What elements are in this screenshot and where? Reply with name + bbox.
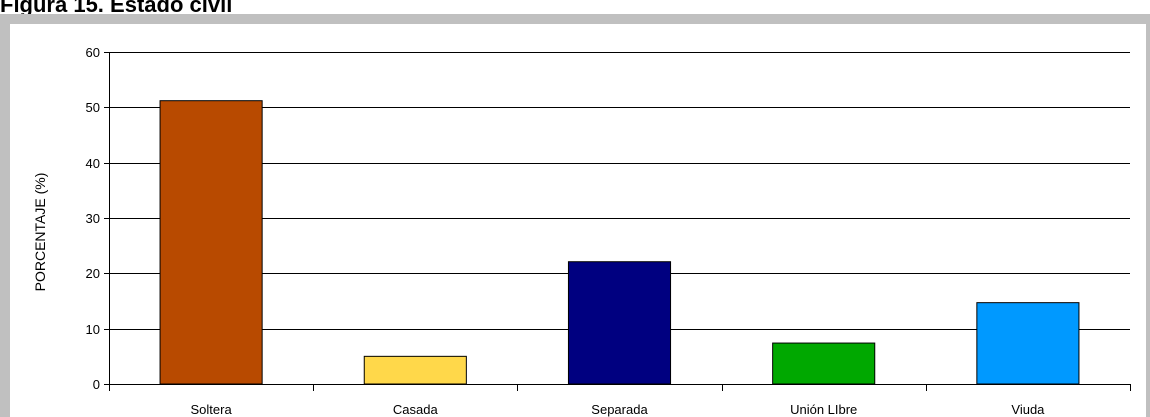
chart-frame: 0 10 20 30 40 50 60 Soltera Casada Separada Unión …: [0, 14, 1150, 417]
y-axis-label: PORCENTAJE (%): [32, 173, 48, 292]
y-tick-label: 30: [86, 211, 100, 226]
axes: [104, 52, 1131, 391]
y-tick-label: 0: [93, 377, 100, 392]
bar-viuda: [976, 302, 1080, 385]
x-category-label: Soltera: [190, 402, 232, 417]
y-tick-label: 40: [86, 156, 100, 171]
x-category-label: Unión LIbre: [790, 402, 857, 417]
y-tick-label: 60: [86, 45, 100, 60]
x-category-label: Separada: [591, 402, 648, 417]
x-category-label: Casada: [393, 402, 439, 417]
labels: 0 10 20 30 40 50 60 Soltera Casada Separada Unión …: [86, 45, 1046, 417]
chart-panel: 0 10 20 30 40 50 60 Soltera Casada Separada Unión …: [10, 24, 1146, 417]
bar-chart: 0 10 20 30 40 50 60 Soltera Casada Separada Unión …: [32, 45, 1131, 417]
x-category-label: Viuda: [1011, 402, 1045, 417]
bar-separada: [567, 261, 672, 385]
bar-casada: [363, 355, 467, 385]
bar-soltera: [159, 100, 263, 385]
y-tick-label: 50: [86, 100, 100, 115]
bar-uni-n-libre: [772, 342, 876, 385]
y-tick-label: 10: [86, 322, 100, 337]
bars: [159, 100, 1080, 385]
y-tick-label: 20: [86, 266, 100, 281]
figure-title: Figura 15. Estado civil: [0, 0, 233, 17]
